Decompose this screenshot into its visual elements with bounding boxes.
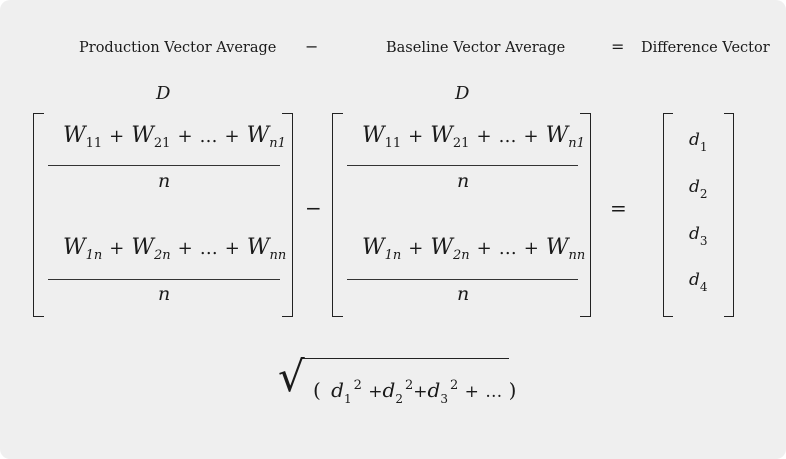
- left-matrix-close-bracket: [282, 113, 293, 317]
- entry-sub: 3: [699, 234, 708, 248]
- plus: +: [476, 238, 492, 259]
- norm-term-2-sub: 2: [395, 392, 403, 406]
- term-sub: 2n: [453, 248, 470, 263]
- term-sub: nn: [269, 248, 287, 263]
- right-row1-denominator: n: [457, 170, 470, 192]
- term: W: [63, 123, 86, 148]
- operator-equals: =: [610, 196, 627, 220]
- plus: +: [224, 126, 240, 147]
- left-matrix-open-bracket: [33, 113, 44, 317]
- term-sub: 1n: [85, 248, 103, 263]
- term: W: [362, 235, 385, 260]
- right-matrix-close-bracket: [580, 113, 591, 317]
- difference-entry-3: d3: [689, 224, 708, 248]
- term-sub: 21: [452, 136, 470, 151]
- norm-term-1-sub: 1: [343, 392, 352, 406]
- ellipsis: …: [485, 382, 503, 402]
- difference-entry-1: d1: [689, 130, 708, 154]
- norm-term-3: d: [427, 378, 441, 402]
- plus: +: [109, 126, 125, 147]
- norm-term-3-sub: 3: [440, 392, 448, 406]
- term-sub: 11: [85, 136, 103, 151]
- entry-sub: 1: [699, 140, 708, 154]
- difference-entry-2: d2: [689, 177, 708, 201]
- matrix-label-left: D: [156, 83, 171, 104]
- entry-sub: 4: [699, 280, 708, 294]
- plus: +: [224, 238, 240, 259]
- plus: +: [413, 382, 428, 402]
- right-row2-numerator: W1n + W2n + … + Wnn: [362, 235, 585, 263]
- term: W: [545, 235, 569, 260]
- right-row1-fraction-bar: [347, 165, 578, 166]
- right-row2-fraction-bar: [347, 279, 578, 280]
- term: W: [63, 235, 86, 260]
- matrix-label-right: D: [455, 83, 470, 104]
- left-row2-numerator: W1n + W2n + … + Wnn: [63, 235, 286, 263]
- norm-term-3-exp: 2: [449, 378, 459, 393]
- term-sub: 1n: [384, 248, 402, 263]
- plus: +: [464, 382, 479, 402]
- plus: +: [368, 382, 383, 402]
- norm-term-1-exp: 2: [353, 378, 362, 393]
- operator-minus: −: [305, 196, 322, 220]
- header-equals: =: [611, 37, 625, 56]
- term: W: [430, 235, 453, 260]
- header-baseline: Baseline Vector Average: [386, 40, 566, 56]
- right-row2-denominator: n: [457, 283, 470, 305]
- term: W: [362, 123, 385, 148]
- close-paren: ): [508, 378, 517, 402]
- term: W: [246, 123, 270, 148]
- term-sub: 11: [384, 136, 402, 151]
- term: W: [131, 235, 154, 260]
- norm-term-2: d: [382, 378, 396, 402]
- term: W: [246, 235, 270, 260]
- norm-term-2-exp: 2: [404, 378, 414, 393]
- open-paren: (: [313, 378, 321, 402]
- plus: +: [109, 238, 125, 259]
- ellipsis: …: [199, 126, 218, 147]
- header-production: Production Vector Average: [79, 40, 277, 56]
- term: W: [545, 123, 569, 148]
- radical-sign: √: [278, 352, 305, 401]
- norm-term-1: d: [331, 378, 344, 402]
- term-sub: nn: [568, 248, 586, 263]
- right-row1-numerator: W11 + W21 + … + Wn1: [362, 123, 585, 151]
- left-row1-numerator: W11 + W21 + … + Wn1: [63, 123, 286, 151]
- difference-vector-close-bracket: [724, 113, 734, 317]
- ellipsis: …: [199, 238, 218, 259]
- plus: +: [177, 126, 193, 147]
- difference-entry-4: d4: [689, 270, 708, 294]
- term-sub: 21: [153, 136, 171, 151]
- term-sub: n1: [269, 136, 286, 151]
- entry-sub: 2: [699, 187, 708, 201]
- entry-base: d: [689, 270, 700, 290]
- left-row2-fraction-bar: [48, 279, 280, 280]
- header-difference: Difference Vector: [641, 40, 770, 56]
- entry-base: d: [689, 130, 700, 150]
- difference-vector-open-bracket: [663, 113, 673, 317]
- ellipsis: …: [498, 238, 517, 259]
- term-sub: 2n: [154, 248, 171, 263]
- plus: +: [476, 126, 492, 147]
- plus: +: [177, 238, 193, 259]
- right-matrix-open-bracket: [332, 113, 343, 317]
- left-row1-denominator: n: [158, 170, 171, 192]
- ellipsis: …: [498, 126, 517, 147]
- plus: +: [523, 126, 539, 147]
- term: W: [131, 123, 154, 148]
- plus: +: [523, 238, 539, 259]
- left-row2-denominator: n: [158, 283, 171, 305]
- plus: +: [408, 238, 424, 259]
- left-row1-fraction-bar: [48, 165, 280, 166]
- norm-expression: ( d12 +d22+d32 + … ): [313, 378, 516, 406]
- radical-overbar: [303, 358, 509, 360]
- plus: +: [408, 126, 424, 147]
- term-sub: n1: [568, 136, 585, 151]
- term: W: [430, 123, 453, 148]
- header-minus: −: [305, 37, 319, 56]
- entry-base: d: [689, 177, 700, 197]
- entry-base: d: [689, 224, 700, 244]
